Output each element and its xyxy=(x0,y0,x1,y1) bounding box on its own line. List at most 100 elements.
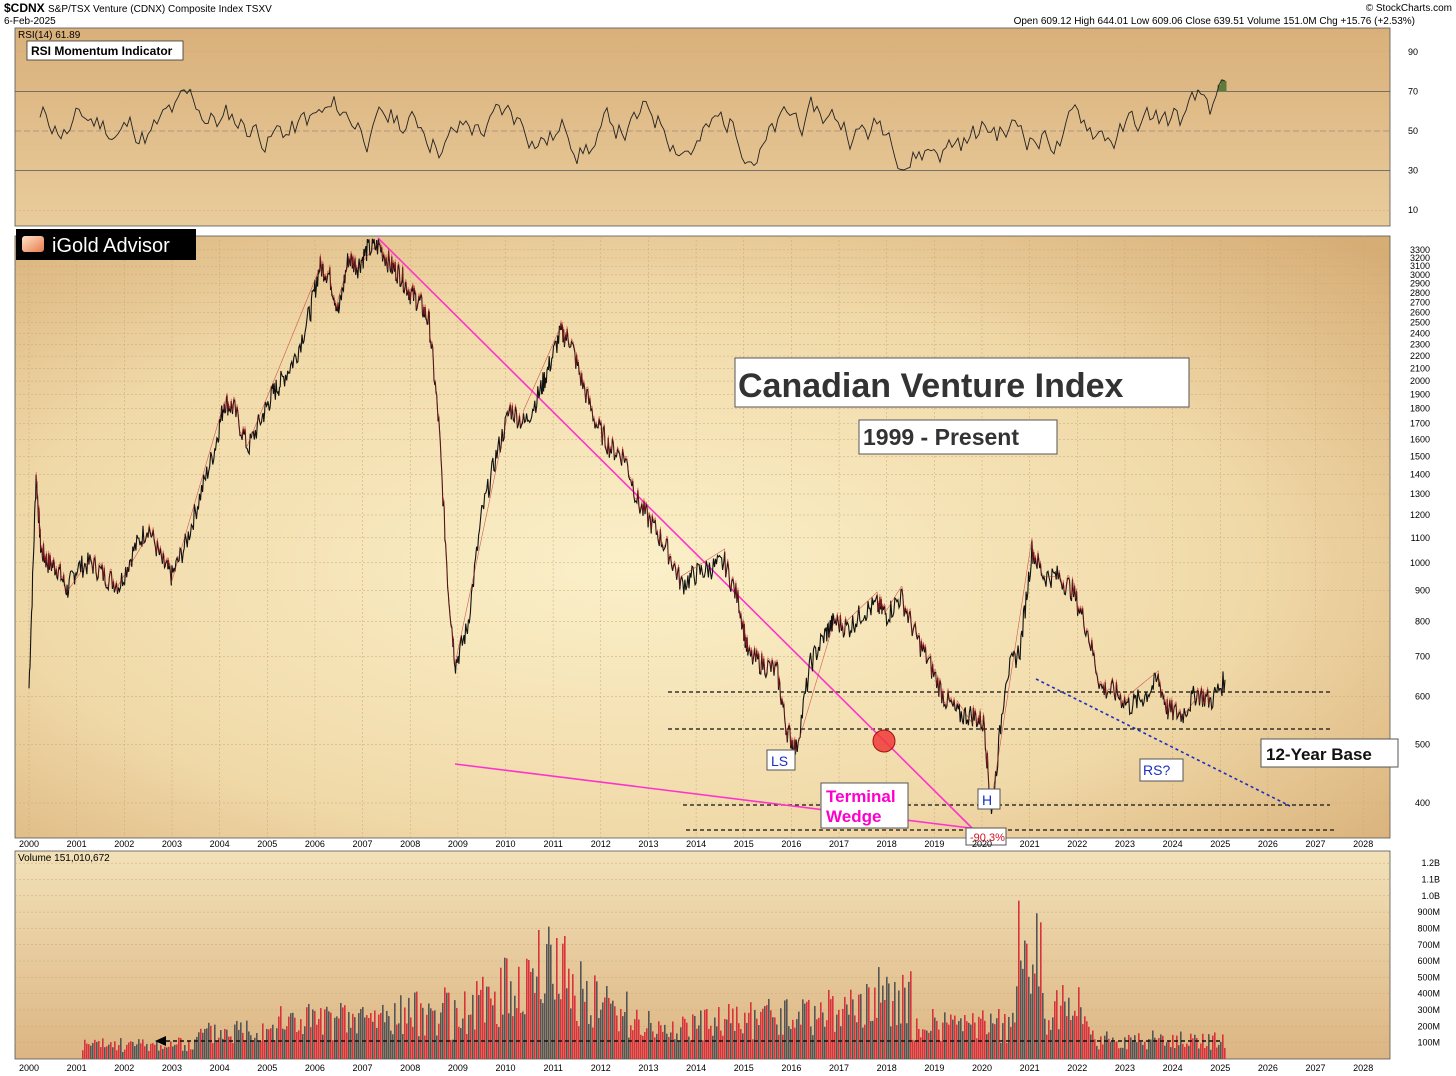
volume-bar xyxy=(640,1034,642,1059)
rsi-label-text: RSI Momentum Indicator xyxy=(31,44,173,58)
volume-bar xyxy=(888,983,890,1059)
volume-bar xyxy=(328,1011,330,1059)
volume-bar xyxy=(432,1010,434,1059)
volume-bar xyxy=(884,999,886,1059)
volume-bar xyxy=(604,997,606,1059)
volume-bar xyxy=(702,1040,704,1059)
volume-bar xyxy=(336,1016,338,1059)
volume-bar xyxy=(678,1041,680,1059)
x-tick-label: 2023 xyxy=(1115,839,1135,849)
volume-bar xyxy=(866,984,868,1059)
volume-bar xyxy=(560,999,562,1059)
volume-bar xyxy=(84,1039,86,1059)
volume-bar xyxy=(332,1040,334,1059)
volume-bar xyxy=(186,1051,188,1059)
volume-bar xyxy=(770,1010,772,1059)
volume-bar xyxy=(882,985,884,1059)
volume-bar xyxy=(692,1014,694,1059)
volume-bar xyxy=(1072,1015,1074,1059)
volume-bar xyxy=(150,1043,152,1059)
volume-bar xyxy=(722,1035,724,1059)
volume-bar xyxy=(256,1033,258,1059)
volume-bar xyxy=(214,1024,216,1059)
volume-bar xyxy=(1158,1038,1160,1059)
volume-bar xyxy=(924,1029,926,1059)
volume-bar xyxy=(440,1012,442,1059)
volume-bar xyxy=(532,968,534,1059)
volume-bar xyxy=(778,1034,780,1059)
volume-bar xyxy=(1030,993,1032,1059)
rsi-tick: 70 xyxy=(1408,86,1418,96)
volume-bar xyxy=(1116,1041,1118,1059)
volume-bar xyxy=(374,1010,376,1059)
price-y-tick: 1100 xyxy=(1411,533,1430,543)
volume-bar xyxy=(846,1004,848,1059)
price-y-tick: 1500 xyxy=(1410,452,1430,462)
volume-bar xyxy=(892,1001,894,1059)
volume-bar xyxy=(190,1049,192,1059)
volume-bar xyxy=(110,1042,112,1059)
volume-bar xyxy=(1046,1034,1048,1059)
x-tick-label: 2022 xyxy=(1067,1063,1087,1073)
volume-bar xyxy=(1022,968,1024,1059)
volume-bar xyxy=(928,1032,930,1059)
price-y-tick: 2000 xyxy=(1410,376,1430,386)
price-y-ticks: 3300320031003000290028002700260025002400… xyxy=(1410,245,1430,808)
volume-bar xyxy=(642,1035,644,1059)
volume-bar xyxy=(634,1019,636,1059)
volume-bar xyxy=(480,989,482,1059)
x-tick-label: 2011 xyxy=(543,1063,562,1073)
volume-panel: 1.2B 1.1B 1.0B 900M 800M 700M 600M 500M 400M 300M… xyxy=(14,850,1440,1060)
volume-bar xyxy=(320,1008,322,1059)
volume-bar xyxy=(1182,1043,1184,1059)
volume-bar xyxy=(258,1040,260,1059)
volume-bar xyxy=(976,1038,978,1059)
rsi-overbought-fill xyxy=(1217,84,1221,92)
volume-bar xyxy=(1084,1016,1086,1059)
volume-bar xyxy=(614,1006,616,1059)
volume-bar xyxy=(1190,1033,1192,1059)
volume-bar xyxy=(762,1008,764,1059)
volume-bar xyxy=(676,1033,678,1059)
volume-bar xyxy=(470,1014,472,1059)
volume-bar xyxy=(1140,1042,1142,1059)
volume-bar xyxy=(774,1017,776,1059)
volume-bar xyxy=(1126,1049,1128,1059)
volume-tick: 800M xyxy=(1417,923,1440,933)
volume-bar xyxy=(636,1009,638,1059)
volume-bar xyxy=(416,991,418,1059)
volume-bar xyxy=(378,1014,380,1059)
volume-bar xyxy=(704,1009,706,1059)
source-text: © StockCharts.com xyxy=(1366,3,1452,14)
volume-bar xyxy=(638,1019,640,1059)
volume-bar xyxy=(986,1034,988,1059)
volume-bar xyxy=(290,1013,292,1059)
volume-bar xyxy=(422,1007,424,1059)
volume-bar xyxy=(698,1025,700,1059)
volume-bar xyxy=(292,1012,294,1059)
gold-bar-icon xyxy=(22,236,44,252)
volume-bar xyxy=(624,1012,626,1059)
volume-bar xyxy=(1068,997,1070,1059)
volume-bar xyxy=(1008,1016,1010,1059)
volume-bar xyxy=(202,1032,204,1059)
volume-bar xyxy=(1106,1031,1108,1059)
volume-bar xyxy=(1050,1029,1052,1059)
x-tick-label: 2010 xyxy=(495,839,515,849)
volume-bar xyxy=(838,1009,840,1059)
volume-bar xyxy=(1038,986,1040,1059)
volume-bar xyxy=(90,1045,92,1059)
ls-box xyxy=(766,749,796,771)
volume-bar xyxy=(1048,1020,1050,1059)
volume-bar xyxy=(502,1014,504,1059)
volume-bar xyxy=(442,1003,444,1059)
volume-bar xyxy=(360,1009,362,1059)
volume-bar xyxy=(1124,1037,1126,1059)
volume-bar xyxy=(602,1002,604,1059)
x-tick-label: 2018 xyxy=(877,1063,897,1073)
volume-bar xyxy=(274,1040,276,1059)
volume-bar xyxy=(522,1011,524,1059)
volume-bar xyxy=(172,1046,174,1059)
price-line xyxy=(28,238,1226,814)
volume-bar xyxy=(530,971,532,1059)
